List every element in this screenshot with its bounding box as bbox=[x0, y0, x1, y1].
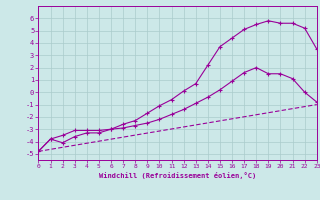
X-axis label: Windchill (Refroidissement éolien,°C): Windchill (Refroidissement éolien,°C) bbox=[99, 172, 256, 179]
